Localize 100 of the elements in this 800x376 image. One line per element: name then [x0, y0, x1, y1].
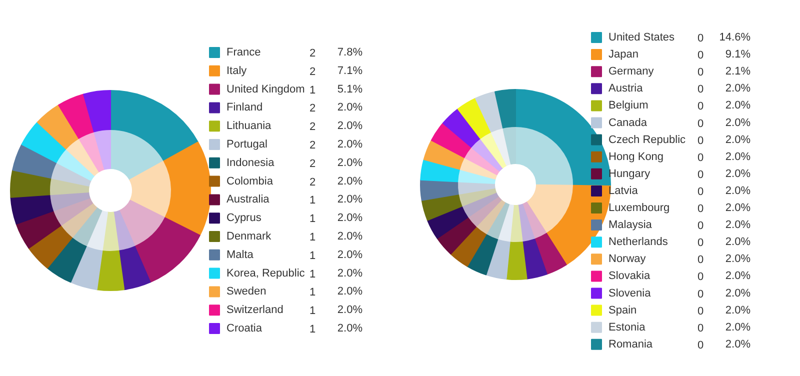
text: 0: [697, 339, 704, 352]
text: 0: [697, 134, 704, 147]
legend-label: France: [226, 46, 261, 58]
data-label: 5.1%: [337, 83, 363, 96]
text: 2: [309, 158, 316, 170]
text: 1: [309, 213, 316, 226]
legend-label: Slovenia: [608, 287, 652, 300]
text: 1: [309, 232, 316, 244]
text: 0: [697, 322, 704, 334]
data-label: 2.0%: [337, 304, 363, 316]
legend-label: Luxembourg: [608, 202, 670, 214]
legend-label: United States: [608, 32, 676, 44]
legend-label: Malta: [226, 248, 254, 261]
legend-label: Slovakia: [608, 270, 651, 282]
data-label: 2.0%: [337, 120, 363, 132]
data-label: 2.0%: [725, 287, 751, 300]
text: 1: [309, 250, 316, 262]
legend-label: Spain: [608, 304, 637, 316]
text: 1: [309, 286, 316, 299]
data-label: 2.0%: [337, 286, 363, 298]
text: 0: [697, 84, 704, 96]
text: 2: [309, 121, 316, 134]
data-label: 2.0%: [337, 175, 363, 188]
text: 0: [697, 271, 704, 284]
data-label: 2.0%: [337, 212, 363, 224]
legend-label: Croatia: [226, 322, 263, 334]
data-label: 2.0%: [725, 304, 751, 316]
text: 0: [697, 237, 704, 250]
data-label: 2.0%: [337, 102, 363, 114]
data-label: 7.8%: [337, 46, 363, 58]
data-label: 9.1%: [725, 48, 751, 61]
legend-label: Romania: [608, 338, 654, 350]
data-label: 2.0%: [725, 150, 751, 163]
legend-label: Malaysia: [608, 219, 653, 232]
legend-label: United Kingdom: [226, 83, 305, 96]
legend-label: Belgium: [608, 100, 648, 112]
text: 0: [697, 288, 704, 300]
legend-label: Hong Kong: [608, 150, 664, 163]
legend-label: Norway: [608, 253, 646, 266]
legend-label: Sweden: [226, 286, 266, 298]
data-label: 7.1%: [337, 64, 363, 77]
legend-label: Lithuania: [226, 120, 272, 132]
legend-label: Estonia: [608, 321, 646, 334]
text: 0: [697, 254, 704, 266]
legend-label: Canada: [608, 116, 648, 129]
legend-label: Czech Republic: [608, 134, 686, 146]
data-label: 2.0%: [337, 248, 363, 261]
text: 1: [309, 194, 316, 207]
text: 0: [697, 220, 704, 232]
data-label: 2.0%: [337, 230, 363, 242]
text: 0: [697, 203, 704, 215]
text: 2: [309, 140, 316, 152]
legend-label: Australia: [226, 194, 270, 206]
text: 1: [309, 305, 316, 318]
data-label: 2.0%: [725, 321, 751, 334]
data-label: 2.0%: [725, 219, 751, 232]
text: 1: [309, 84, 316, 96]
text: 0: [697, 168, 704, 181]
data-label: 2.0%: [725, 236, 751, 248]
legend-label: Colombia: [226, 175, 274, 188]
text: 0: [697, 118, 704, 130]
legend-label: Cyprus: [226, 212, 262, 224]
data-label: 2.0%: [337, 156, 363, 169]
data-label: 2.0%: [725, 184, 751, 197]
text: 2: [309, 48, 316, 60]
legend-label: Italy: [226, 64, 248, 77]
legend-label: Portugal: [226, 138, 268, 150]
text: 0: [697, 305, 704, 318]
data-label: 2.0%: [725, 134, 751, 146]
text: 0: [697, 66, 704, 79]
text: 0: [697, 32, 704, 44]
text: 0: [697, 100, 704, 113]
legend-label: Korea, Republic: [226, 267, 306, 280]
legend-label: Finland: [226, 102, 263, 114]
text: 0: [697, 152, 704, 164]
text: 2: [309, 176, 316, 188]
text: 0: [697, 186, 704, 198]
legend-label: Germany: [608, 66, 654, 78]
legend-label: Denmark: [226, 230, 272, 242]
legend-label: Indonesia: [226, 156, 276, 169]
data-label: 2.0%: [725, 168, 751, 180]
legend-label: Netherlands: [608, 236, 668, 248]
data-label: 2.0%: [725, 270, 751, 282]
data-label: 2.0%: [337, 267, 363, 280]
data-label: 14.6%: [719, 32, 751, 44]
text: 1: [309, 268, 316, 280]
legend-label: Austria: [608, 82, 644, 95]
data-label: 2.0%: [725, 202, 751, 214]
data-label: 2.0%: [337, 138, 363, 150]
data-label: 2.0%: [337, 194, 363, 206]
text: 2: [309, 66, 316, 78]
data-label: 2.0%: [337, 322, 363, 334]
text: 2: [309, 102, 316, 115]
data-label: 2.0%: [725, 253, 751, 266]
data-label: 2.0%: [725, 100, 751, 112]
legend-label: Switzerland: [226, 304, 284, 316]
text: 1: [309, 324, 316, 336]
data-label: 2.0%: [725, 338, 751, 350]
data-label: 2.1%: [725, 66, 751, 78]
data-label: 2.0%: [725, 82, 751, 95]
